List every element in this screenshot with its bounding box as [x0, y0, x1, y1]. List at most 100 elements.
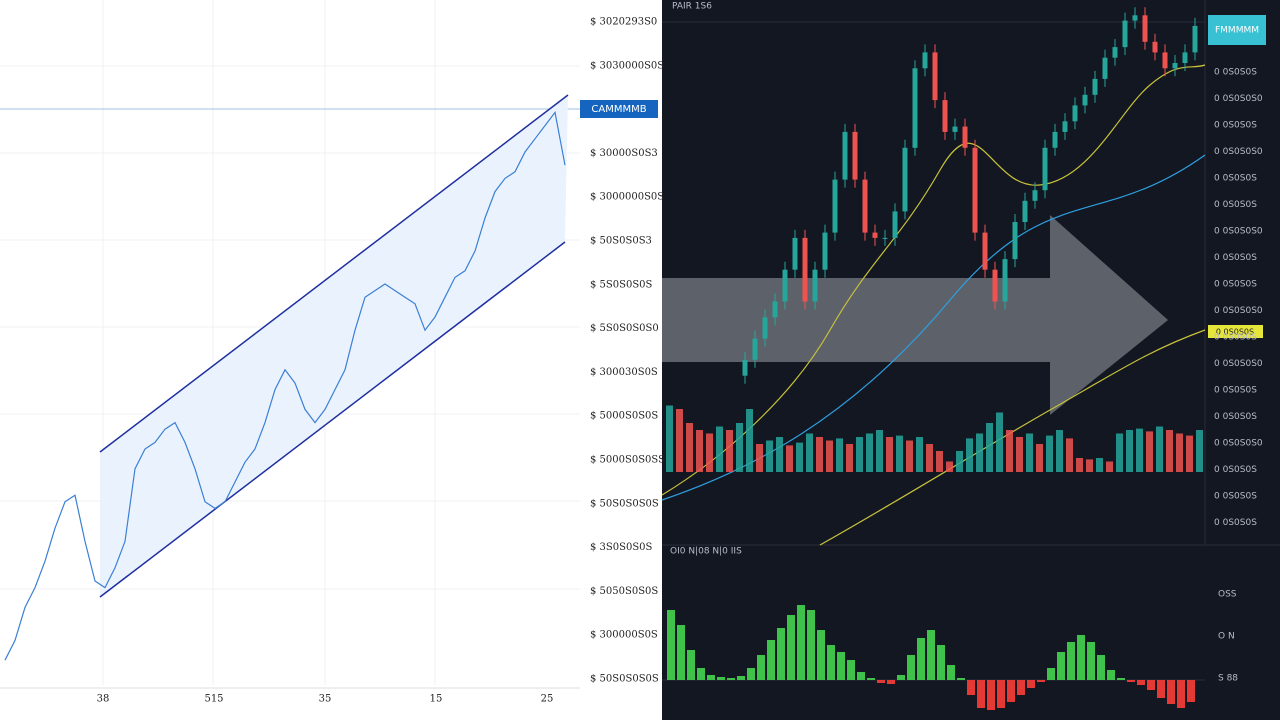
volume-bar: [1106, 461, 1113, 472]
osc-bar: [787, 615, 795, 680]
volume-bar: [666, 405, 673, 472]
osc-label: OSS: [1218, 590, 1237, 600]
osc-bar: [737, 676, 745, 680]
candle: [752, 338, 758, 360]
candle: [1032, 190, 1038, 201]
candle: [1172, 63, 1178, 69]
volume-bar: [746, 409, 753, 472]
osc-bar: [827, 645, 835, 680]
osc-bar: [807, 610, 815, 680]
candle: [832, 179, 838, 233]
candle: [892, 211, 898, 238]
osc-bar: [747, 668, 755, 680]
candle: [1112, 47, 1118, 58]
price-label: $ 5S0S0S0S0: [590, 323, 659, 334]
ma-slow: [819, 329, 1206, 546]
volume-bar: [976, 433, 983, 472]
price-label: $ 50S0S0S3: [590, 236, 652, 247]
osc-bar: [847, 660, 855, 680]
volume-bar: [806, 433, 813, 472]
volume-bar: [986, 423, 993, 472]
volume-bar: [1006, 430, 1013, 472]
current-price-box: [580, 100, 658, 118]
candle: [1082, 94, 1088, 106]
candle: [882, 237, 888, 239]
price-label: 0 0S0S0S: [1214, 253, 1257, 263]
top-price: FMMMMM: [1215, 26, 1259, 36]
candle: [1002, 259, 1008, 302]
price-label: $ 3020293S0: [590, 17, 657, 28]
price-label: $ 300030S0S: [590, 367, 658, 378]
osc-bar: [1017, 680, 1025, 695]
osc-bar: [1147, 680, 1155, 690]
osc-bar: [797, 605, 805, 680]
volume-bar: [676, 409, 683, 472]
price-label: 0 0S0S0S: [1214, 68, 1257, 78]
osc-bar: [937, 645, 945, 680]
osc-bar: [1107, 670, 1115, 680]
candle: [972, 147, 978, 233]
x-tick-label: 515: [204, 694, 223, 705]
candle: [1132, 15, 1138, 21]
price-label: $ 5S0S0S0S: [590, 279, 653, 290]
candle: [962, 126, 968, 148]
volume-bar: [696, 430, 703, 472]
volume-bar: [956, 451, 963, 472]
price-label: 0 0S0S0S: [1214, 174, 1257, 184]
volume-bar: [1056, 430, 1063, 472]
price-label: $ 300000S0S: [590, 630, 658, 641]
volume-bar: [1026, 433, 1033, 472]
osc-bar: [1047, 668, 1055, 680]
price-label: 0 0S0S0S: [1214, 200, 1257, 210]
volume-bar: [1016, 437, 1023, 472]
osc-bar: [887, 680, 895, 684]
osc-bar: [727, 678, 735, 680]
volume-bar: [1046, 435, 1053, 472]
candle: [1152, 41, 1158, 53]
price-label: $ 5050S0S0S: [590, 586, 658, 597]
volume-bar: [716, 426, 723, 472]
symbol: PAIR 1S6: [672, 2, 712, 12]
osc-label: S 88: [1218, 674, 1238, 684]
candle: [772, 301, 778, 318]
arrow-overlay: [662, 215, 1168, 415]
osc-bar: [1157, 680, 1165, 698]
osc-bar: [1027, 680, 1035, 688]
candle: [742, 359, 748, 376]
channel-fill: [100, 95, 568, 597]
candle: [922, 52, 928, 69]
osc-bar: [1067, 642, 1075, 680]
volume-bar: [786, 445, 793, 472]
volume-bar: [1186, 435, 1193, 472]
ma-price: 0 0S0S0S: [1216, 328, 1254, 337]
candle: [902, 147, 908, 212]
osc-bar: [1077, 635, 1085, 680]
volume-bar: [836, 438, 843, 472]
osc-bar: [817, 630, 825, 680]
candle: [1052, 131, 1058, 148]
candle: [842, 131, 848, 180]
osc-bar: [677, 625, 685, 680]
osc-bar: [1007, 680, 1015, 702]
price-label: 0 0S0S0S: [1214, 121, 1257, 131]
osc-bar: [977, 680, 985, 708]
price-label: 0 0S0S0S: [1214, 465, 1257, 475]
volume-bar: [756, 444, 763, 472]
osc-bar: [667, 610, 675, 680]
price-label: 0 0S0S0S0: [1214, 439, 1263, 449]
osc-bar: [967, 680, 975, 695]
channel-upper: [99, 94, 569, 453]
candle: [1122, 20, 1128, 48]
osc-bar: [857, 672, 865, 680]
price-label: 0 0S0S0S: [1214, 386, 1257, 396]
volume-bar: [816, 437, 823, 472]
osc-bar: [1187, 680, 1195, 702]
candle: [932, 52, 938, 101]
volume-bar: [946, 461, 953, 472]
osc-bar: [837, 652, 845, 680]
volume-bar: [1126, 430, 1133, 472]
osc-bar: [877, 680, 885, 683]
osc-bar: [1097, 655, 1105, 680]
price-label: 0 0S0S0S0: [1214, 227, 1263, 237]
candle: [762, 317, 768, 339]
